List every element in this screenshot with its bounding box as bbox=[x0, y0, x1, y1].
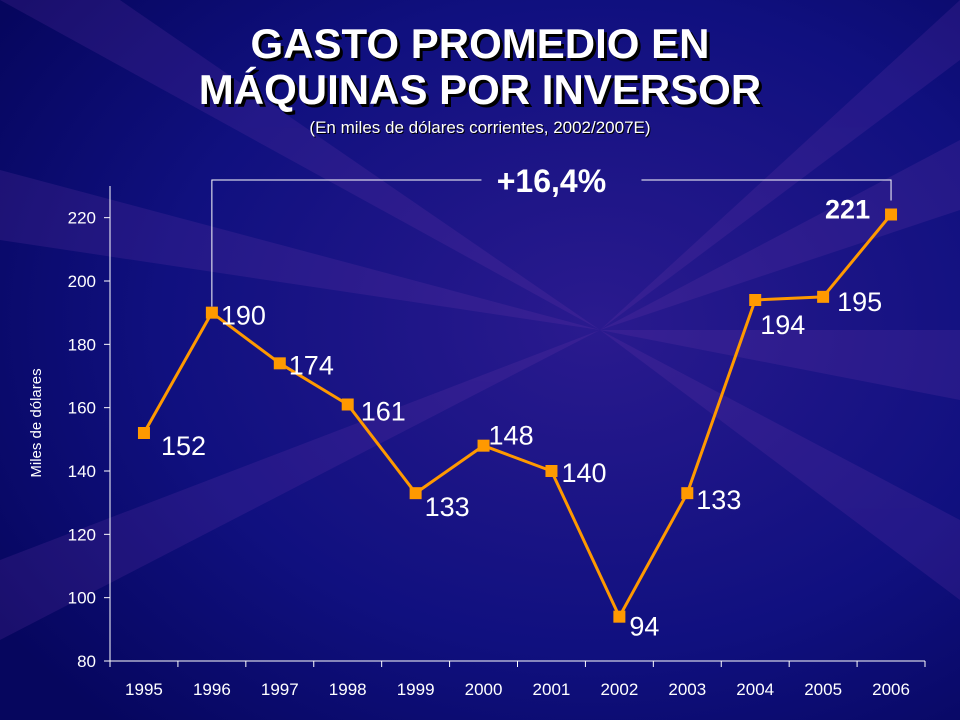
x-tick-label: 2004 bbox=[736, 680, 774, 699]
x-tick-label: 2006 bbox=[872, 680, 910, 699]
y-tick-label: 140 bbox=[68, 462, 96, 481]
annotation-bracket-right bbox=[641, 179, 892, 201]
data-point bbox=[885, 208, 898, 221]
x-tick-label: 1999 bbox=[397, 680, 435, 699]
data-label: 140 bbox=[561, 458, 606, 488]
data-markers bbox=[137, 208, 898, 623]
x-tick-label: 1998 bbox=[329, 680, 367, 699]
x-tick-label: 2001 bbox=[533, 680, 571, 699]
data-point bbox=[749, 294, 762, 306]
data-label: 195 bbox=[837, 287, 882, 317]
data-point bbox=[545, 465, 558, 477]
data-label: 221 bbox=[825, 195, 870, 225]
title-line-2: MÁQUINAS POR INVERSOR bbox=[198, 66, 762, 113]
data-label: 152 bbox=[161, 431, 206, 461]
data-point bbox=[341, 398, 354, 411]
data-point bbox=[477, 439, 490, 452]
annotation-bracket-left bbox=[211, 179, 482, 307]
x-tick-label: 1996 bbox=[193, 680, 231, 699]
data-label: 94 bbox=[629, 612, 659, 642]
chart-subtitle: (En miles de dólares corrientes, 2002/20… bbox=[309, 118, 651, 137]
data-label: 148 bbox=[489, 421, 534, 451]
y-tick-label: 120 bbox=[68, 525, 96, 544]
x-tick-label: 2005 bbox=[804, 680, 842, 699]
data-point bbox=[681, 487, 694, 500]
data-label: 161 bbox=[361, 397, 406, 427]
data-point bbox=[613, 610, 626, 623]
y-tick-label: 160 bbox=[68, 399, 96, 418]
x-tick-label: 1997 bbox=[261, 680, 299, 699]
x-tick-label: 2002 bbox=[600, 680, 638, 699]
data-point bbox=[205, 306, 218, 319]
data-point bbox=[137, 427, 150, 439]
data-label: 190 bbox=[221, 301, 266, 331]
y-tick-label: 220 bbox=[68, 209, 96, 228]
y-tick-label: 100 bbox=[68, 589, 96, 608]
y-tick-label: 180 bbox=[68, 335, 96, 354]
title-line-1: GASTO PROMEDIO EN bbox=[250, 20, 710, 67]
data-point bbox=[273, 357, 286, 370]
y-tick-label: 80 bbox=[77, 652, 96, 671]
data-label: 174 bbox=[289, 350, 334, 380]
growth-annotation: +16,4% bbox=[211, 163, 892, 307]
series-line-group bbox=[142, 213, 893, 619]
growth-label: +16,4% bbox=[497, 163, 606, 199]
x-tick-label: 2000 bbox=[465, 680, 503, 699]
data-point bbox=[409, 487, 422, 500]
series-line bbox=[142, 213, 893, 619]
x-tick-label: 1995 bbox=[125, 680, 163, 699]
x-tick-label: 2003 bbox=[668, 680, 706, 699]
data-labels: 152 190 174 161 133 148 140 94 133 194 195 221 bbox=[161, 195, 882, 642]
data-label: 133 bbox=[425, 492, 470, 522]
data-label: 133 bbox=[696, 485, 741, 515]
data-label: 194 bbox=[760, 310, 805, 340]
y-tick-label: 200 bbox=[68, 272, 96, 291]
data-point bbox=[817, 290, 830, 303]
chart-axes: 80 100 120 140 160 180 200 220 1995 1996 1997 1998 1… bbox=[28, 186, 926, 699]
y-axis-title: Miles de dólares bbox=[28, 368, 45, 477]
